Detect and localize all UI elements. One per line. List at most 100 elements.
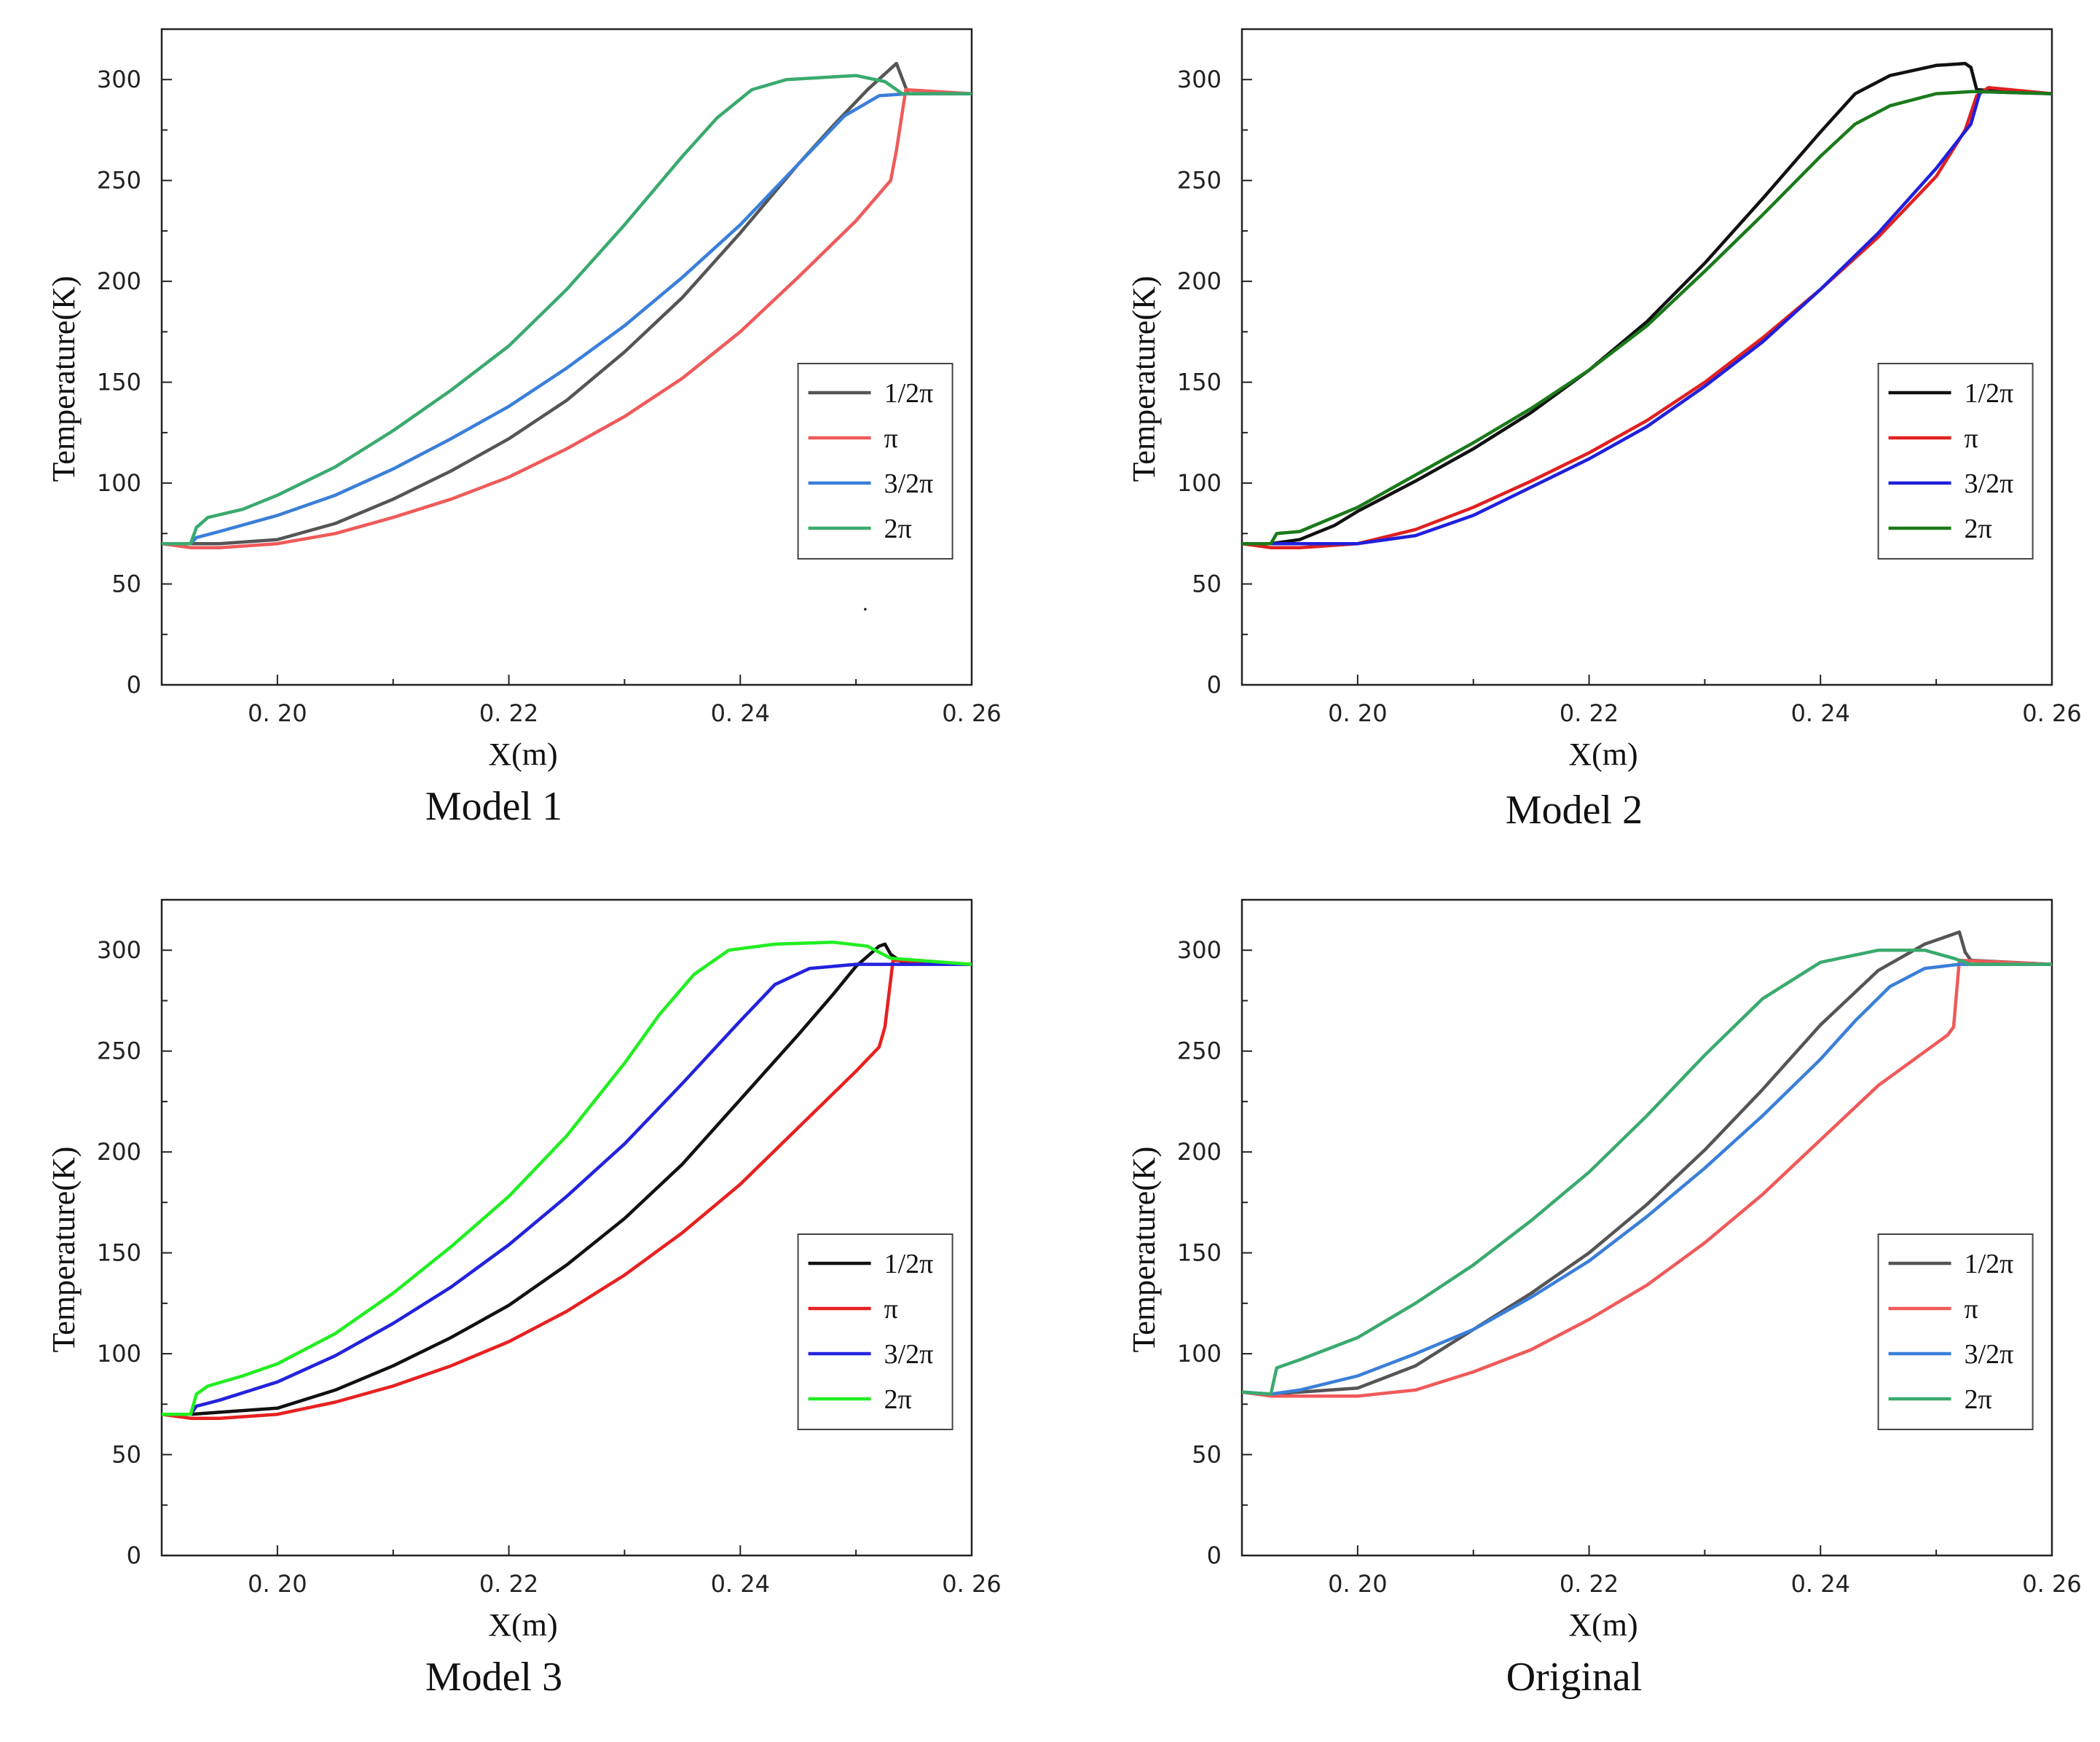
legend-label: 2π: [1965, 514, 1992, 544]
panel-title: Original: [1506, 1655, 1643, 1700]
y-tick-label: 200: [1177, 267, 1222, 295]
panel-title: Model 2: [1506, 788, 1643, 833]
legend-label: 3/2π: [1965, 468, 2014, 499]
x-tick-label: 0. 26: [942, 699, 1001, 727]
y-tick-label: 100: [1177, 1340, 1222, 1368]
x-tick-label: 0. 20: [1328, 1570, 1387, 1598]
series-group: [1242, 61, 2052, 549]
annotation-mark: ·: [862, 597, 869, 621]
plot-frame: [160, 28, 973, 686]
legend-label: π: [1965, 423, 1978, 454]
legend-label: 1/2π: [884, 1249, 934, 1279]
series-line-1: [1242, 930, 2052, 1396]
plot-frame: [160, 898, 973, 1557]
x-axis-title: X(m): [488, 1607, 557, 1643]
y-tick-label: 250: [1177, 167, 1222, 195]
series-line-4: [162, 74, 972, 546]
y-tick-label: 0: [1207, 671, 1222, 699]
legend-box: [797, 363, 953, 560]
y-tick-label: 250: [97, 1037, 141, 1065]
legend-label: 1/2π: [884, 378, 934, 409]
y-tick-label: 50: [111, 1441, 141, 1469]
y-axis-title: Temperature(K): [1126, 276, 1162, 482]
series-line-3: [162, 962, 972, 1416]
y-tick-label: 150: [97, 1239, 141, 1267]
y-tick-label: 150: [1177, 369, 1222, 396]
x-tick-label: 0. 20: [248, 699, 307, 727]
x-tick-label: 0. 22: [479, 699, 538, 727]
x-tick-label: 0. 26: [942, 1570, 1001, 1598]
y-tick-label: 100: [97, 469, 141, 497]
y-tick-label: 250: [97, 167, 141, 195]
y-tick-label: 200: [97, 1138, 141, 1166]
series-line-2: [162, 87, 972, 549]
y-axis-title: Temperature(K): [46, 1147, 82, 1353]
y-tick-label: 0: [1207, 1542, 1222, 1569]
series-line-2: [162, 958, 972, 1420]
legend-label: 1/2π: [1965, 378, 2014, 409]
y-tick-label: 200: [97, 267, 141, 295]
series-line-1: [1242, 61, 2052, 546]
y-tick-label: 150: [97, 369, 141, 396]
panel-title: Model 1: [425, 784, 562, 829]
chart-panel-3: 0 50 100 150 200 250 300 0. 20 0. 22 0. 24 0. 26 X(…: [46, 898, 1002, 1700]
y-tick-label: 150: [1177, 1239, 1222, 1267]
legend-label: π: [1965, 1294, 1978, 1325]
x-tick-label: 0. 20: [248, 1570, 307, 1598]
chart-panel-1: 0 50 100 150 200 250 300 0. 20 0. 22 0. 24 0. 26 X(…: [46, 28, 1002, 829]
y-tick-label: 0: [127, 671, 141, 699]
series-line-4: [162, 940, 972, 1416]
x-tick-label: 0. 24: [711, 1570, 770, 1598]
y-tick-label: 250: [1177, 1037, 1222, 1065]
legend-box: [797, 1233, 953, 1430]
x-tick-label: 0. 26: [2022, 1570, 2081, 1598]
chart-panel-4: 0 50 100 150 200 250 300 0. 20 0. 22 0. 24 0. 26 X(…: [1126, 898, 2082, 1700]
legend-box: [1877, 1233, 2034, 1430]
legend-label: 2π: [884, 514, 912, 544]
series-line-2: [1242, 958, 2052, 1398]
y-tick-label: 50: [111, 570, 141, 598]
y-tick-label: 300: [97, 936, 141, 964]
y-tick-label: 200: [1177, 1138, 1222, 1166]
x-axis-title: X(m): [1568, 1607, 1637, 1643]
series-group: [162, 940, 972, 1420]
chart-panel-2: 0 50 100 150 200 250 300 0. 20 0. 22 0. 24 0. 26 X(…: [1126, 28, 2082, 833]
x-tick-label: 0. 22: [479, 1570, 538, 1598]
y-tick-label: 100: [97, 1340, 141, 1368]
series-line-4: [1242, 90, 2052, 546]
plot-frame: [1240, 28, 2053, 686]
series-group: [1242, 930, 2052, 1398]
x-tick-label: 0. 24: [1791, 1570, 1850, 1598]
x-tick-label: 0. 22: [1560, 1570, 1619, 1598]
legend-box: [1877, 363, 2034, 560]
y-tick-label: 50: [1192, 1441, 1222, 1469]
y-tick-label: 300: [1177, 66, 1222, 93]
y-axis-title: Temperature(K): [1126, 1147, 1162, 1353]
x-tick-label: 0. 24: [1791, 699, 1850, 727]
legend-label: 3/2π: [884, 1339, 934, 1370]
legend-label: 1/2π: [1965, 1249, 2014, 1279]
y-tick-label: 100: [1177, 469, 1222, 497]
series-line-1: [162, 942, 972, 1416]
series-line-1: [162, 61, 972, 546]
series-line-3: [1242, 962, 2052, 1396]
y-tick-label: 50: [1192, 570, 1222, 598]
y-tick-label: 300: [1177, 936, 1222, 964]
panel-title: Model 3: [425, 1655, 562, 1700]
y-axis-title: Temperature(K): [46, 276, 82, 482]
series-line-3: [1242, 90, 2052, 546]
y-tick-label: 0: [127, 1542, 141, 1569]
x-axis-title: X(m): [488, 737, 557, 772]
legend-label: 3/2π: [884, 468, 934, 499]
x-axis-title: X(m): [1568, 737, 1637, 772]
x-tick-label: 0. 26: [2022, 699, 2081, 727]
legend-label: π: [884, 423, 898, 454]
legend-label: 2π: [1965, 1384, 1992, 1415]
series-line-4: [1242, 948, 2052, 1396]
y-tick-label: 300: [97, 66, 141, 93]
series-line-3: [162, 92, 972, 546]
x-tick-label: 0. 22: [1560, 699, 1619, 727]
x-tick-label: 0. 20: [1328, 699, 1387, 727]
x-tick-label: 0. 24: [711, 699, 770, 727]
